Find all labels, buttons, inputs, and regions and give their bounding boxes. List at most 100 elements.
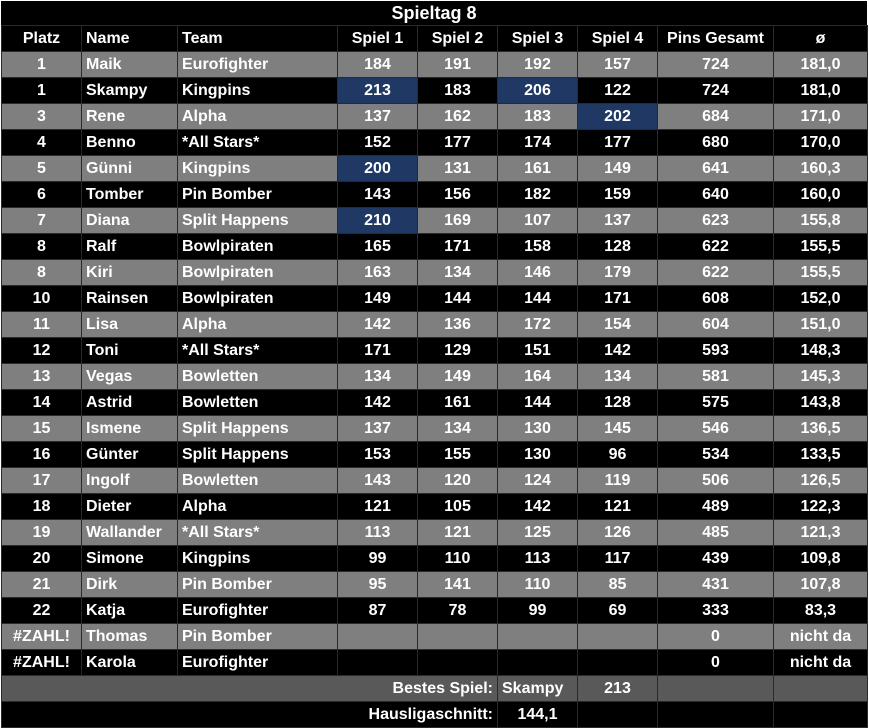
cell-name: Karola xyxy=(81,649,178,676)
cell-platz: 7 xyxy=(1,207,82,234)
cell-spiel-4: 69 xyxy=(577,597,658,624)
cell-average: 152,0 xyxy=(773,285,868,312)
cell-spiel-4: 142 xyxy=(577,337,658,364)
cell-spiel-3: 144 xyxy=(497,389,578,416)
cell-platz: 5 xyxy=(1,155,82,182)
cell-platz: #ZAHL! xyxy=(1,649,82,676)
cell-spiel-3: 125 xyxy=(497,519,578,546)
league-average-value: 144,1 xyxy=(497,701,578,728)
cell-name: Astrid xyxy=(81,389,178,416)
cell-spiel-4 xyxy=(577,649,658,676)
table-row: 15 Ismene Split Happens 137 134 130 145 546 136,… xyxy=(1,415,868,442)
cell-spiel-4: 202 xyxy=(577,103,658,130)
cell-name: Vegas xyxy=(81,363,178,390)
cell-spiel-3: 124 xyxy=(497,467,578,494)
table-row: #ZAHL! Karola Eurofighter 0 nicht da xyxy=(1,649,868,676)
cell-average: 83,3 xyxy=(773,597,868,624)
cell-spiel-2: 155 xyxy=(417,441,498,468)
table-row: 22 Katja Eurofighter 87 78 99 69 333 83,3 xyxy=(1,597,868,624)
header-spiel-3: Spiel 3 xyxy=(497,25,578,52)
cell-pins-gesamt: 680 xyxy=(657,129,774,156)
cell-spiel-4: 117 xyxy=(577,545,658,572)
cell-name: Kiri xyxy=(81,259,178,286)
cell-platz: 11 xyxy=(1,311,82,338)
league-average-row: Hausligaschnitt: 144,1 xyxy=(1,701,868,728)
empty-cell xyxy=(773,701,868,728)
cell-spiel-2: 105 xyxy=(417,493,498,520)
cell-team: Pin Bomber xyxy=(177,571,338,598)
cell-average: 151,0 xyxy=(773,311,868,338)
cell-name: Benno xyxy=(81,129,178,156)
table-row: 6 Tomber Pin Bomber 143 156 182 159 640 160,0 xyxy=(1,181,868,208)
cell-average: 171,0 xyxy=(773,103,868,130)
standings-body: 1 Maik Eurofighter 184 191 192 157 724 181,0 1 Ska… xyxy=(1,51,868,676)
cell-spiel-1: 171 xyxy=(337,337,418,364)
cell-name: Dirk xyxy=(81,571,178,598)
cell-average: 155,5 xyxy=(773,259,868,286)
cell-spiel-2: 171 xyxy=(417,233,498,260)
cell-spiel-3: 151 xyxy=(497,337,578,364)
cell-team: Eurofighter xyxy=(177,649,338,676)
cell-spiel-1: 213 xyxy=(337,77,418,104)
table-row: 11 Lisa Alpha 142 136 172 154 604 151,0 xyxy=(1,311,868,338)
cell-pins-gesamt: 439 xyxy=(657,545,774,572)
table-row: 4 Benno *All Stars* 152 177 174 177 680 170,0 xyxy=(1,129,868,156)
cell-average: 170,0 xyxy=(773,129,868,156)
cell-pins-gesamt: 546 xyxy=(657,415,774,442)
table-row: 3 Rene Alpha 137 162 183 202 684 171,0 xyxy=(1,103,868,130)
cell-team: Bowlpiraten xyxy=(177,285,338,312)
cell-team: Bowletten xyxy=(177,389,338,416)
header-pins-gesamt: Pins Gesamt xyxy=(657,25,774,52)
table-row: 17 Ingolf Bowletten 143 120 124 119 506 126,5 xyxy=(1,467,868,494)
cell-spiel-1 xyxy=(337,649,418,676)
cell-platz: 15 xyxy=(1,415,82,442)
cell-spiel-1: 87 xyxy=(337,597,418,624)
cell-team: Pin Bomber xyxy=(177,181,338,208)
cell-average: 136,5 xyxy=(773,415,868,442)
cell-spiel-4: 179 xyxy=(577,259,658,286)
cell-spiel-2: 134 xyxy=(417,415,498,442)
cell-spiel-4: 122 xyxy=(577,77,658,104)
cell-platz: 14 xyxy=(1,389,82,416)
cell-spiel-2: 169 xyxy=(417,207,498,234)
best-game-player: Skampy xyxy=(497,675,578,702)
table-row: 13 Vegas Bowletten 134 149 164 134 581 145,3 xyxy=(1,363,868,390)
cell-spiel-3: 192 xyxy=(497,51,578,78)
cell-platz: 20 xyxy=(1,545,82,572)
cell-name: Wallander xyxy=(81,519,178,546)
cell-platz: 12 xyxy=(1,337,82,364)
cell-spiel-1: 210 xyxy=(337,207,418,234)
cell-spiel-1: 134 xyxy=(337,363,418,390)
cell-spiel-2: 121 xyxy=(417,519,498,546)
header-average: ø xyxy=(773,25,868,52)
cell-spiel-3: 183 xyxy=(497,103,578,130)
cell-team: Split Happens xyxy=(177,441,338,468)
cell-spiel-2: 110 xyxy=(417,545,498,572)
cell-name: Rainsen xyxy=(81,285,178,312)
cell-platz: 19 xyxy=(1,519,82,546)
cell-spiel-2: 149 xyxy=(417,363,498,390)
cell-spiel-2: 78 xyxy=(417,597,498,624)
cell-spiel-1: 165 xyxy=(337,233,418,260)
cell-spiel-4: 137 xyxy=(577,207,658,234)
cell-team: Bowletten xyxy=(177,467,338,494)
cell-average: 145,3 xyxy=(773,363,868,390)
cell-spiel-2 xyxy=(417,623,498,650)
cell-pins-gesamt: 489 xyxy=(657,493,774,520)
cell-name: Katja xyxy=(81,597,178,624)
cell-platz: 10 xyxy=(1,285,82,312)
cell-spiel-1: 149 xyxy=(337,285,418,312)
cell-pins-gesamt: 485 xyxy=(657,519,774,546)
sheet-title: Spieltag 8 xyxy=(1,1,867,25)
cell-name: Ismene xyxy=(81,415,178,442)
cell-spiel-3: 130 xyxy=(497,415,578,442)
cell-spiel-1: 200 xyxy=(337,155,418,182)
cell-spiel-3: 174 xyxy=(497,129,578,156)
empty-cell xyxy=(773,675,868,702)
cell-spiel-2: 131 xyxy=(417,155,498,182)
cell-team: Bowlpiraten xyxy=(177,233,338,260)
table-row: 20 Simone Kingpins 99 110 113 117 439 109,8 xyxy=(1,545,868,572)
cell-spiel-3: 182 xyxy=(497,181,578,208)
empty-cell xyxy=(657,701,774,728)
